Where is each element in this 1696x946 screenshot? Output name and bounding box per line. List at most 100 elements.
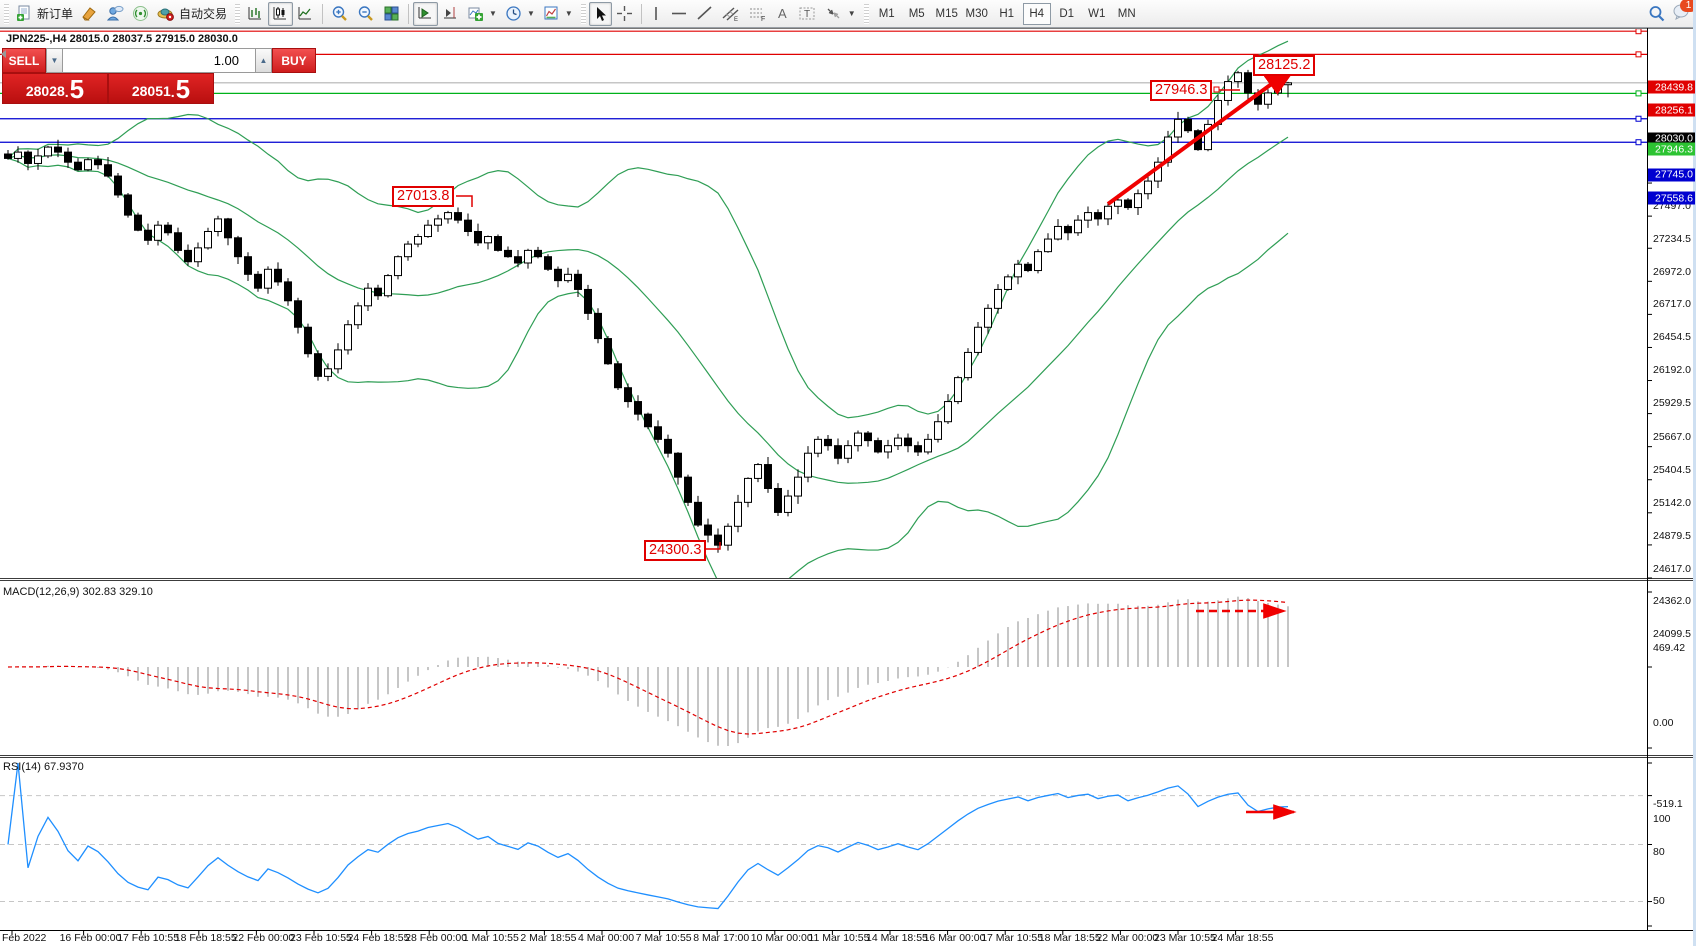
price-level-label: 27745.0 <box>1648 168 1695 182</box>
price-axis-tick: 24362.0 <box>1653 594 1691 607</box>
candlestick-chart-button[interactable] <box>268 1 294 26</box>
panel-collapse-handle[interactable] <box>1 50 6 58</box>
zoom-out-button[interactable] <box>353 2 379 26</box>
toolbar-grip[interactable] <box>580 3 586 24</box>
auto-scroll-button[interactable] <box>413 1 439 26</box>
line-chart-button[interactable] <box>293 2 318 26</box>
drawn-arrows[interactable] <box>456 63 1300 820</box>
notifications-button[interactable]: 1 <box>1672 0 1696 25</box>
volume-increase-button[interactable]: ▲ <box>255 48 272 73</box>
vertical-line-icon <box>654 7 657 20</box>
date-axis-label: 16 Mar 00:00 <box>923 932 986 944</box>
arrows-tool-button[interactable]: ▼ <box>821 2 860 26</box>
annotation-recent-high[interactable]: 28125.2 <box>1253 55 1316 76</box>
date-axis-label: 16 Feb 00:00 <box>59 932 122 944</box>
template-icon <box>544 6 558 20</box>
annotation-mid-swing-high[interactable]: 27013.8 <box>392 186 455 207</box>
dropdown-caret-icon: ▼ <box>526 9 535 18</box>
annotation-level-27946[interactable]: 27946.3 <box>1150 80 1213 101</box>
signal-icon <box>133 6 149 21</box>
price-axis-tick: 26717.0 <box>1653 298 1691 311</box>
auto-trading-button[interactable]: 自动交易 <box>153 2 231 26</box>
templates-button[interactable]: ▼ <box>539 2 577 26</box>
rsi-plot <box>0 762 1647 910</box>
toolbar-grip[interactable] <box>4 3 9 24</box>
price-level-label: 27558.6 <box>1648 191 1695 205</box>
label-tool-button[interactable]: T <box>794 2 821 26</box>
timeframe-group: M1 M5 M15 M30 H1 H4 D1 W1 MN <box>872 2 1142 25</box>
text-a-icon: A <box>778 6 787 21</box>
zoom-out-icon <box>358 5 373 21</box>
timeframe-button-MN[interactable]: MN <box>1117 7 1136 20</box>
indicators-button[interactable]: ▼ <box>463 2 501 26</box>
zoom-in-button[interactable] <box>327 2 353 26</box>
annotation-swing-low[interactable]: 24300.3 <box>644 540 707 561</box>
chart-shift-button[interactable] <box>438 2 463 26</box>
fibonacci-tool-button[interactable]: F <box>744 2 771 26</box>
rsi-indicator-label: RSI(14) 67.9370 <box>3 761 84 773</box>
svg-text:A: A <box>778 6 787 21</box>
buy-price-display[interactable]: 28051 . 5 <box>108 73 214 104</box>
svg-text:E: E <box>734 17 738 22</box>
search-icon[interactable] <box>1648 5 1666 23</box>
toolbar-grip[interactable] <box>235 3 241 24</box>
timeframe-button-H4[interactable]: H4 <box>1022 2 1051 25</box>
timeframe-button-M5[interactable]: M5 <box>908 7 925 20</box>
buy-price-pip: 5 <box>175 74 191 104</box>
date-axis-label: 2 Mar 18:55 <box>520 932 577 944</box>
toolbar-right-group: 1 <box>1648 0 1696 25</box>
chart-canvas[interactable]: JPN225-,H4 28015.0 28037.5 27915.0 28030… <box>0 28 1696 946</box>
timeframe-button-M30[interactable]: M30 <box>965 7 988 20</box>
buy-button[interactable]: BUY <box>272 48 316 73</box>
trendline-icon <box>697 6 712 20</box>
timeframe-button-M15[interactable]: M15 <box>935 7 958 20</box>
toolbar-grip[interactable] <box>863 3 869 24</box>
signal-button[interactable] <box>128 2 153 26</box>
chart-frame-lines <box>0 28 1696 935</box>
one-click-trade-panel: SELL ▼ ▲ BUY 28028 . 5 28051 . 5 <box>1 48 316 104</box>
date-axis-label: 24 Mar 18:55 <box>1211 932 1274 944</box>
trendline-tool-button[interactable] <box>692 2 717 26</box>
macd-indicator-label: MACD(12,26,9) 302.83 329.10 <box>3 586 153 598</box>
bar-chart-button[interactable] <box>243 2 268 26</box>
sell-price-display[interactable]: 28028 . 5 <box>2 73 108 104</box>
rsi-axis-tick: 100 <box>1653 813 1671 825</box>
macd-axis-tick: 0.00 <box>1653 717 1674 729</box>
new-order-button[interactable]: 新订单 <box>12 2 77 26</box>
dropdown-caret-icon: ▼ <box>847 9 856 18</box>
horizontal-line-tool-button[interactable] <box>666 2 692 26</box>
equidistant-channel-tool-button[interactable]: E <box>717 2 744 26</box>
text-tool-button[interactable]: A <box>771 2 794 26</box>
profile-cloud-icon <box>106 5 124 21</box>
price-axis-tick: 26192.0 <box>1653 364 1691 377</box>
profile-button[interactable] <box>102 2 128 26</box>
text-label-icon: T <box>799 7 815 20</box>
dropdown-caret-icon: ▼ <box>564 9 573 18</box>
tile-windows-button[interactable] <box>379 2 404 26</box>
new-order-icon <box>17 5 30 21</box>
volume-decrease-button[interactable]: ▼ <box>46 48 63 73</box>
buy-price-main: 28051 <box>131 83 171 99</box>
fibonacci-icon: F <box>749 8 765 22</box>
clock-icon <box>506 6 521 21</box>
sell-button[interactable]: SELL <box>2 48 46 73</box>
vertical-line-tool-button[interactable] <box>646 2 666 26</box>
sell-price-pip: 5 <box>69 74 85 104</box>
timeframe-button-M1[interactable]: M1 <box>878 7 895 20</box>
crosshair-tool-button[interactable] <box>612 2 637 26</box>
date-axis-label: 18 Feb 18:55 <box>174 932 237 944</box>
toolbar-separator <box>640 3 642 24</box>
date-axis-label: 17 Mar 10:55 <box>981 932 1044 944</box>
timeframe-button-H1[interactable]: H1 <box>999 7 1015 20</box>
sell-price-dot: . <box>64 84 69 100</box>
cursor-tool-button[interactable] <box>588 1 612 26</box>
timeframe-button-D1[interactable]: D1 <box>1059 7 1075 20</box>
price-axis-tick: 25404.5 <box>1653 463 1691 476</box>
sell-price-main: 28028 <box>25 83 65 99</box>
rsi-axis-tick: 50 <box>1653 894 1665 907</box>
periods-button[interactable]: ▼ <box>501 2 539 26</box>
volume-input[interactable] <box>63 48 255 73</box>
timeframe-button-W1[interactable]: W1 <box>1088 7 1106 20</box>
date-axis-label: 1 Mar 10:55 <box>462 932 519 944</box>
crayon-button[interactable] <box>77 2 102 26</box>
